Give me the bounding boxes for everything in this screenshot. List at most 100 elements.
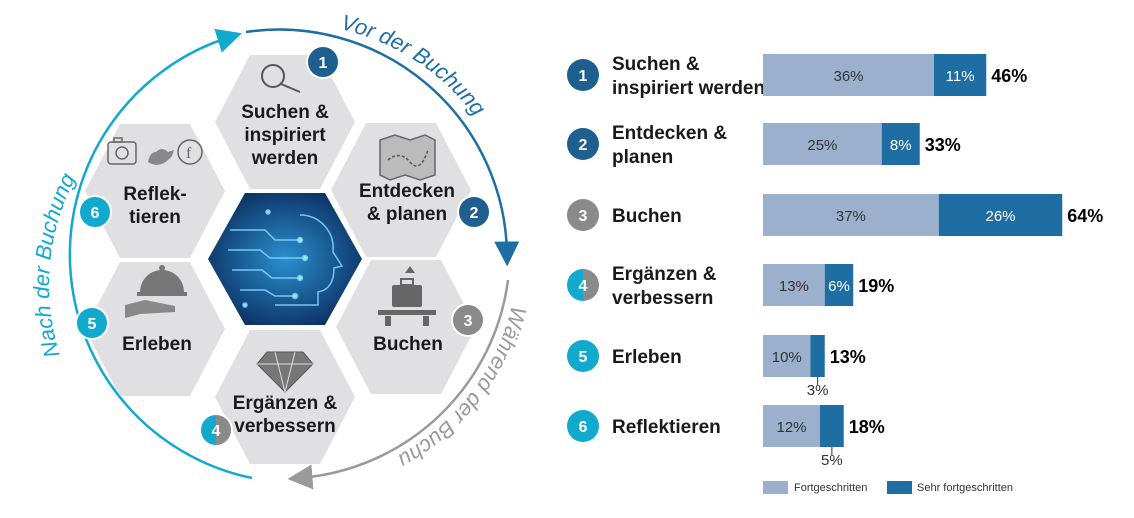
row-badge-number: 5 <box>579 349 588 366</box>
bar-fortgeschritten <box>763 123 882 165</box>
bar-fortgeschritten <box>763 405 820 447</box>
row-badge-number: 2 <box>579 137 588 154</box>
bar-fortgeschritten <box>763 264 825 306</box>
bar-sehr-fortgeschritten <box>881 123 920 165</box>
stage-5-line-1: Erleben <box>122 334 192 355</box>
diamond-icon <box>256 351 314 393</box>
hexagon-2 <box>331 123 471 257</box>
hexagon-3 <box>336 260 476 394</box>
row-label-line: Erleben <box>612 347 682 368</box>
bar-total-label: 18% <box>849 417 885 437</box>
bar-sehr-fortgeschritten <box>820 405 844 447</box>
bar-label-fortgeschritten: 36% <box>833 68 863 85</box>
stage-4-label: Ergänzen & verbessern <box>233 393 338 437</box>
svg-text:f: f <box>186 145 192 162</box>
stage-5-badge-number: 5 <box>88 316 97 333</box>
bar-label-sehr-fortgeschritten: 3% <box>807 382 829 399</box>
stage-3-badge-number: 3 <box>464 313 473 330</box>
row-label-line: Reflektieren <box>612 417 721 438</box>
row-badge-left-half <box>567 269 583 301</box>
bar-sehr-fortgeschritten <box>810 335 825 377</box>
row-label-line: Entdecken & <box>612 123 727 144</box>
row-label-line: planen <box>612 147 673 168</box>
legend-swatch-sehr-fortgeschritten <box>887 481 912 494</box>
bar-sehr-fortgeschritten <box>934 54 987 96</box>
legend-swatch-fortgeschritten <box>763 481 788 494</box>
row-label-line: verbessern <box>612 288 713 309</box>
arc-after-booking <box>68 28 253 480</box>
stage-1-badge: 1 <box>306 45 340 79</box>
row-badge <box>567 410 599 442</box>
map-icon <box>379 134 436 181</box>
bar-label-fortgeschritten: 13% <box>779 278 809 295</box>
bar-total-label: 46% <box>991 66 1027 86</box>
stage-2-badge-number: 2 <box>470 205 479 222</box>
stage-2-line-1: Entdecken <box>359 181 455 202</box>
bar-total-label: 33% <box>925 135 961 155</box>
chart-legend: Fortgeschritten Sehr fortgeschritten <box>763 481 1013 494</box>
bar-fortgeschritten <box>763 335 811 377</box>
bar-total-label: 19% <box>858 276 894 296</box>
row-badge-number: 6 <box>579 419 588 436</box>
stage-6-line-2: tieren <box>129 207 181 228</box>
luggage-icon <box>378 266 436 326</box>
stage-1-label: Suchen & inspiriert werden <box>241 102 329 169</box>
ai-head-icon <box>228 209 344 308</box>
stage-1-line-1: Suchen & <box>241 102 329 123</box>
stage-1-line-2: inspiriert <box>244 125 326 146</box>
hexagon-6 <box>85 124 225 258</box>
cloche-icon <box>125 265 187 318</box>
customer-journey-cycle: Vor der Buchung Während der Buchung Nach… <box>0 0 532 490</box>
hexagon-4 <box>215 330 355 464</box>
stage-1-line-3: werden <box>251 148 319 169</box>
stage-2-badge: 2 <box>457 195 491 229</box>
stage-3-badge: 3 <box>451 303 485 337</box>
stage-6-line-1: Reflek- <box>123 184 186 205</box>
chart-row-2: 2 Entdecken & planen 25% 8% 33% <box>567 123 961 168</box>
social-media-icons: f <box>107 137 203 165</box>
legend-label-fortgeschritten: Fortgeschritten <box>794 482 867 494</box>
hexagon-1 <box>215 55 355 189</box>
row-badge-number: 3 <box>579 208 588 225</box>
row-badge-number: 4 <box>579 278 588 295</box>
bar-total-label: 13% <box>830 347 866 367</box>
row-badge-number: 1 <box>579 68 588 85</box>
chart-row-5: 5 Erleben 10% 3%13% <box>567 335 866 399</box>
stage-6-label: Reflek- tieren <box>123 184 186 228</box>
stage-5-label: Erleben <box>122 334 192 355</box>
stage-4-badge-number: 4 <box>212 423 221 440</box>
bar-sehr-fortgeschritten <box>938 194 1063 236</box>
stage-2-label: Entdecken & planen <box>359 181 455 225</box>
bar-label-sehr-fortgeschritten: 8% <box>890 137 912 154</box>
chart-row-3: 3 Buchen 37% 26% 64% <box>567 194 1103 236</box>
bar-label-fortgeschritten: 12% <box>776 419 806 436</box>
stage-3-line-1: Buchen <box>373 334 443 355</box>
row-badge-right-half <box>583 269 599 301</box>
row-label-line: Buchen <box>612 206 682 227</box>
bar-fortgeschritten <box>763 54 934 96</box>
arc-before-booking <box>245 28 520 267</box>
legend-label-sehr-fortgeschritten: Sehr fortgeschritten <box>917 482 1013 494</box>
bar-label-sehr-fortgeschritten: 26% <box>985 208 1015 225</box>
bar-total-label: 64% <box>1067 206 1103 226</box>
chart-row-1: 1 Suchen & inspiriert werden 36% 11% 46% <box>567 54 1027 99</box>
stage-1-badge-number: 1 <box>319 55 328 72</box>
arc-during-booking <box>287 279 510 490</box>
stage-2-line-2: & planen <box>367 204 447 225</box>
stage-4-line-2: verbessern <box>234 416 335 437</box>
hexagon-center <box>208 193 362 325</box>
chart-row-4: 4 Ergänzen & verbessern 13% 6% 19% <box>567 264 894 309</box>
row-label-line: inspiriert werden <box>612 78 765 99</box>
bar-label-fortgeschritten: 10% <box>772 349 802 366</box>
bar-label-sehr-fortgeschritten: 5% <box>821 452 843 469</box>
row-badge <box>567 199 599 231</box>
magnifier-icon <box>261 64 301 93</box>
row-label-line: Suchen & <box>612 54 700 75</box>
stage-5-badge: 5 <box>75 306 109 340</box>
hexagon-5 <box>85 262 225 396</box>
row-badge <box>567 59 599 91</box>
bar-sehr-fortgeschritten <box>824 264 854 306</box>
bar-label-sehr-fortgeschritten: 11% <box>946 68 975 85</box>
bar-label-fortgeschritten: 25% <box>807 137 837 154</box>
